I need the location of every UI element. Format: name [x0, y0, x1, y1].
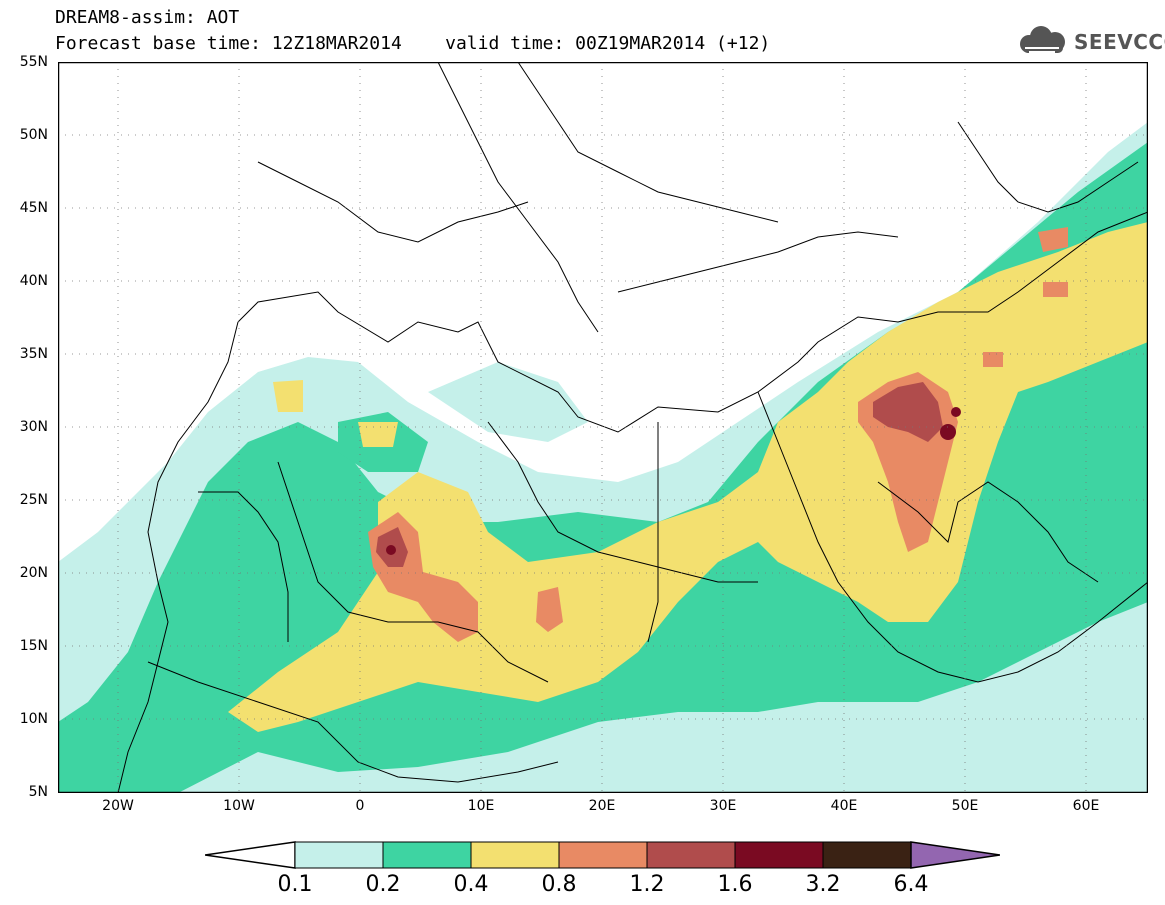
colorbar-swatch-3 — [470, 841, 560, 869]
lon-label-40e: 40E — [830, 798, 858, 814]
colorbar-low-arrow — [205, 841, 296, 869]
lat-label-35n: 35N — [19, 346, 48, 362]
lat-label-25n: 25N — [19, 492, 48, 508]
lon-label-0: 0 — [355, 798, 365, 814]
colorbar — [205, 841, 1000, 869]
lon-label-60e: 60E — [1072, 798, 1100, 814]
colorbar-high-arrow — [910, 841, 1000, 869]
aot-band-1-6 — [386, 407, 961, 555]
colorbar-label-1-2: 1.2 — [629, 872, 665, 897]
title-line-1: DREAM8-assim: AOT — [55, 7, 240, 28]
lon-label-30e: 30E — [709, 798, 737, 814]
lon-label-50e: 50E — [951, 798, 979, 814]
colorbar-label-3-2: 3.2 — [805, 872, 841, 897]
colorbar-label-6-4: 6.4 — [893, 872, 929, 897]
colorbar-swatch-6 — [734, 841, 824, 869]
lat-label-15n: 15N — [19, 638, 48, 654]
lat-label-55n: 55N — [19, 54, 48, 70]
colorbar-swatch-7 — [822, 841, 912, 869]
graticule — [58, 62, 1148, 793]
lat-label-5n: 5N — [28, 784, 48, 800]
colorbar-swatch-4 — [558, 841, 648, 869]
colorbar-swatch-1 — [294, 841, 384, 869]
cloud-icon — [1020, 26, 1065, 53]
lat-label-10n: 10N — [19, 711, 48, 727]
lat-label-40n: 40N — [19, 273, 48, 289]
colorbar-label-0-2: 0.2 — [365, 872, 401, 897]
title-line-2: Forecast base time: 12Z18MAR2014 valid t… — [55, 33, 771, 54]
colorbar-label-0-4: 0.4 — [453, 872, 489, 897]
coastlines-borders — [117, 62, 1148, 793]
colorbar-swatch-5 — [646, 841, 736, 869]
map-border — [58, 62, 1148, 793]
lat-label-30n: 30N — [19, 419, 48, 435]
lon-label-20e: 20E — [588, 798, 616, 814]
colorbar-label-0-8: 0.8 — [541, 872, 577, 897]
lat-label-20n: 20N — [19, 565, 48, 581]
lon-label-10w: 10W — [223, 798, 255, 814]
colorbar-label-0-1: 0.1 — [277, 872, 313, 897]
logo-text: SEEVCCC — [1074, 30, 1165, 54]
aot-map — [58, 62, 1148, 793]
lat-label-50n: 50N — [19, 127, 48, 143]
colorbar-label-1-6: 1.6 — [717, 872, 753, 897]
lat-label-45n: 45N — [19, 200, 48, 216]
lon-label-20w: 20W — [102, 798, 134, 814]
colorbar-swatch-2 — [382, 841, 472, 869]
lon-label-10e: 10E — [467, 798, 495, 814]
